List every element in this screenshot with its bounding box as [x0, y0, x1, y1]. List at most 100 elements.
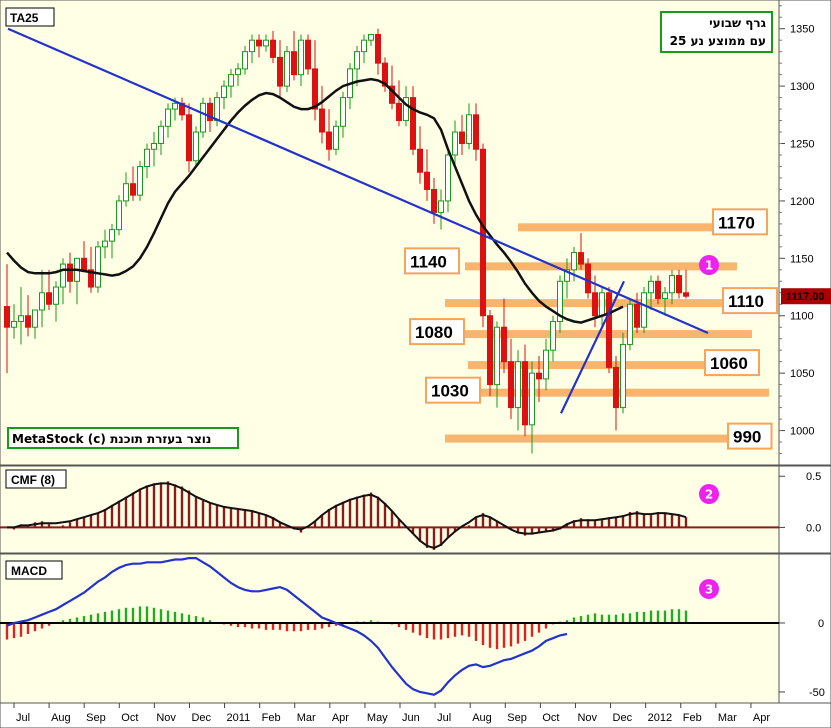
candle-body — [571, 252, 577, 271]
candle-body — [249, 39, 255, 53]
macd-title-box — [5, 560, 63, 580]
note-line: עם ממוצע נע 25 — [670, 34, 766, 48]
macd-tick-label: 0 — [818, 618, 824, 630]
candle-body — [25, 315, 31, 328]
candle-body — [305, 39, 311, 70]
credit-box — [7, 427, 239, 449]
date-tick-label: Apr — [332, 712, 349, 724]
cmf-line — [7, 482, 687, 549]
candle-body — [382, 62, 388, 87]
date-tick-label: May — [367, 712, 388, 724]
candle-body — [81, 257, 87, 271]
date-tick-label: Sep — [86, 712, 106, 724]
date-tick-label: Oct — [542, 712, 559, 724]
date-tick-label: Jul — [437, 712, 451, 724]
price-axis-background-2 — [778, 465, 831, 554]
candle-body — [144, 148, 150, 167]
candle-body — [95, 246, 101, 288]
date-tick-label: Feb — [683, 712, 702, 724]
candle-body — [291, 51, 297, 76]
candle-body — [613, 366, 619, 409]
candle-body — [473, 114, 479, 150]
candle-body — [60, 263, 66, 288]
candle-body — [592, 292, 598, 317]
date-axis-background — [0, 702, 831, 728]
candle-body — [221, 85, 227, 99]
level-label: 1030 — [431, 382, 469, 401]
candle-body — [333, 125, 339, 150]
level-label-box — [409, 318, 465, 346]
candle-body — [403, 97, 409, 122]
marker-circle-3 — [699, 579, 719, 599]
level-label: 1170 — [718, 213, 755, 232]
candle-body — [396, 102, 402, 122]
price-tick-label: 1150 — [790, 253, 814, 265]
marker-circle-1 — [699, 255, 719, 275]
price-tick-label: 1250 — [790, 139, 814, 151]
candle-body — [319, 108, 325, 133]
panel-background-3 — [0, 553, 780, 704]
price-tick-label: 1200 — [790, 196, 814, 208]
level-label-box — [425, 376, 481, 404]
candle-body — [487, 315, 493, 386]
candle-body — [634, 303, 640, 328]
current-price-label: 1117.00 — [786, 291, 825, 303]
candle-body — [242, 51, 248, 70]
date-tick-label: Aug — [472, 712, 492, 724]
candle-body — [564, 269, 570, 282]
candle-body — [641, 292, 647, 328]
candle-body — [459, 131, 465, 145]
cmf-title-box — [5, 469, 67, 489]
candle-body — [298, 39, 304, 76]
candle-body — [452, 131, 458, 156]
candle-body — [550, 320, 556, 351]
candle-body — [116, 200, 122, 231]
candle-body — [158, 125, 164, 145]
candle-body — [53, 286, 59, 305]
candle-body — [32, 309, 38, 328]
price-tick-label: 1350 — [790, 24, 814, 36]
candle-body — [263, 39, 269, 47]
date-tick-label: Nov — [577, 712, 597, 724]
date-tick-label: Aug — [51, 712, 71, 724]
candle-body — [46, 292, 52, 305]
candle-body — [256, 39, 262, 47]
candle-body — [620, 343, 626, 409]
candle-body — [235, 68, 241, 76]
marker-circle-2 — [699, 484, 719, 504]
level-band — [445, 434, 727, 443]
level-label: 1080 — [415, 323, 453, 342]
candle-body — [4, 306, 10, 328]
candle-body — [228, 74, 234, 87]
marker-label-2: 2 — [705, 488, 713, 502]
candle-body — [123, 183, 129, 202]
candle-body — [312, 68, 318, 110]
candle-body — [368, 33, 374, 41]
level-label: 1060 — [710, 354, 748, 373]
level-label-box — [727, 422, 773, 450]
marker-label-3: 3 — [705, 583, 713, 597]
current-price-box — [781, 288, 831, 305]
candle-body — [683, 292, 689, 297]
candle-body — [522, 361, 528, 426]
candle-body — [354, 51, 360, 70]
candle-body — [172, 102, 178, 110]
candle-body — [655, 280, 661, 300]
candle-body — [102, 240, 108, 248]
candle-body — [165, 108, 171, 127]
date-tick-label: Oct — [121, 712, 138, 724]
candle-body — [18, 315, 24, 322]
date-tick-label: Dec — [613, 712, 633, 724]
candle-body — [193, 131, 199, 162]
candle-body — [508, 361, 514, 409]
candle-body — [207, 102, 213, 122]
candle-body — [606, 292, 612, 368]
trend-line — [560, 280, 625, 414]
date-tick-label: Jun — [402, 712, 420, 724]
candle-body — [109, 229, 115, 242]
candle-body — [515, 361, 521, 409]
price-axis-background-3 — [778, 553, 831, 704]
date-tick-label: Sep — [507, 712, 527, 724]
candle-body — [585, 263, 591, 294]
